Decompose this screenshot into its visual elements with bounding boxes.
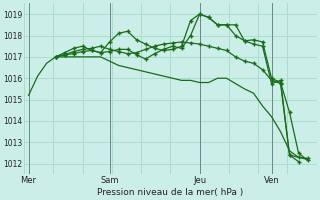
X-axis label: Pression niveau de la mer( hPa ): Pression niveau de la mer( hPa ) bbox=[97, 188, 244, 197]
